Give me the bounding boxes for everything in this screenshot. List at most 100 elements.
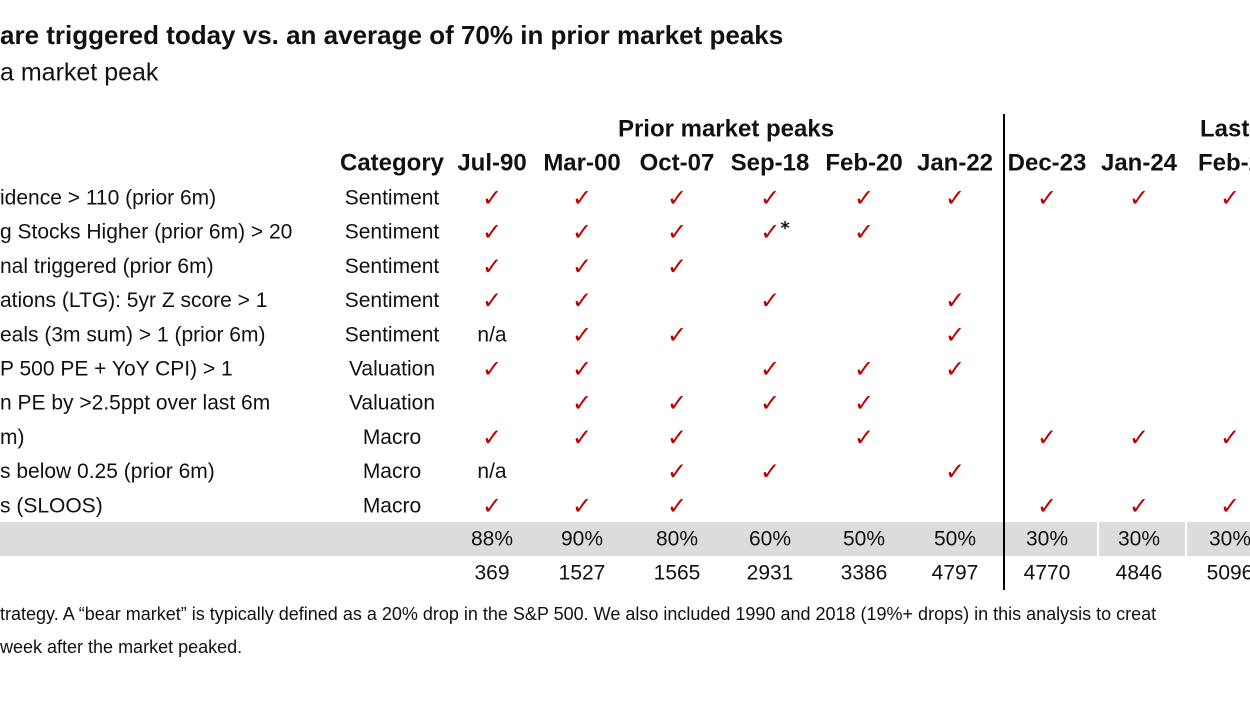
row-label: P 500 PE + YoY CPI) > 1 xyxy=(0,358,233,381)
checkmark: ✓ xyxy=(482,492,502,520)
checkmark: ✓ xyxy=(667,458,687,486)
checkmark: ✓ xyxy=(1220,184,1240,212)
checkmark: ✓ xyxy=(667,184,687,212)
checkmark: ✓ xyxy=(572,492,592,520)
checkmark: ✓ xyxy=(482,184,502,212)
row-label: nal triggered (prior 6m) xyxy=(0,255,214,278)
checkmark: ✓ xyxy=(1037,492,1057,520)
checkmark: ✓ xyxy=(572,287,592,315)
checkmark: ✓ xyxy=(667,423,687,451)
level-cell: 1565 xyxy=(654,562,701,585)
row-label: s (SLOOS) xyxy=(0,494,103,517)
checkmark: ✓ xyxy=(1129,492,1149,520)
row-category: Sentiment xyxy=(345,221,440,244)
group-label: Prior market peaks xyxy=(618,115,834,142)
checkmark: ✓ xyxy=(1220,423,1240,451)
row-category: Valuation xyxy=(349,392,435,415)
level-cell: 1527 xyxy=(559,562,606,585)
checkmark: ✓ xyxy=(760,287,780,315)
checkmark: ✓ xyxy=(572,355,592,383)
column-header: Feb-2 xyxy=(1198,149,1250,176)
checkmark: ✓ xyxy=(760,184,780,212)
summary-cell: 90% xyxy=(561,528,603,551)
row-label: idence > 110 (prior 6m) xyxy=(0,187,216,210)
footnote: trategy. A “bear market” is typically de… xyxy=(0,604,1156,624)
level-cell: 3386 xyxy=(841,562,888,585)
checkmark: ✓ xyxy=(482,252,502,280)
checkmark: ✓ xyxy=(945,321,965,349)
checkmark: ✓ xyxy=(854,184,874,212)
checkmark: ✓ xyxy=(667,492,687,520)
row-category: Sentiment xyxy=(345,323,440,346)
row-label: n PE by >2.5ppt over last 6m xyxy=(0,392,270,415)
group-label: Last xyxy=(1200,115,1249,142)
column-header: Feb-20 xyxy=(825,149,902,176)
footnote: week after the market peaked. xyxy=(0,637,242,657)
column-header: Dec-23 xyxy=(1008,149,1087,176)
level-cell: 4770 xyxy=(1024,562,1071,585)
checkmark: ✓ xyxy=(854,218,874,246)
summary-cell: 50% xyxy=(843,528,885,551)
row-label: s below 0.25 (prior 6m) xyxy=(0,460,215,483)
checkmark: ✓ xyxy=(1129,423,1149,451)
level-cell: 369 xyxy=(474,562,509,585)
checkmark: ✓ xyxy=(482,355,502,383)
checkmark: ✓ xyxy=(482,287,502,315)
summary-band xyxy=(0,522,1250,556)
checkmark: ✓ xyxy=(667,218,687,246)
checkmark: ✓ xyxy=(667,321,687,349)
checkmark: ✓ xyxy=(1220,492,1240,520)
checkmark: ✓ xyxy=(572,218,592,246)
row-label: eals (3m sum) > 1 (prior 6m) xyxy=(0,323,265,346)
row-label: ations (LTG): 5yr Z score > 1 xyxy=(0,289,267,312)
checkmark: ✓ xyxy=(572,321,592,349)
checkmark: ✓ xyxy=(760,389,780,417)
column-header: Sep-18 xyxy=(731,149,810,176)
checkmark: ✓ xyxy=(482,423,502,451)
checkmark: ✓ xyxy=(945,184,965,212)
checkmark: ✓ xyxy=(1129,184,1149,212)
checkmark: ✓* xyxy=(760,218,790,246)
level-cell: 2931 xyxy=(747,562,794,585)
checkmark: ✓ xyxy=(945,355,965,383)
row-label: g Stocks Higher (prior 6m) > 20 xyxy=(0,221,292,244)
cell-text: n/a xyxy=(477,323,507,346)
checkmark: ✓ xyxy=(945,287,965,315)
level-cell: 4797 xyxy=(932,562,979,585)
row-category: Macro xyxy=(363,460,421,483)
column-header: Oct-07 xyxy=(640,149,715,176)
checkmark: ✓ xyxy=(667,389,687,417)
summary-cell: 88% xyxy=(471,528,513,551)
summary-cell: 30% xyxy=(1026,528,1068,551)
column-header: Category xyxy=(340,149,445,176)
checkmark: ✓ xyxy=(854,423,874,451)
checkmark: ✓ xyxy=(854,355,874,383)
summary-cell: 80% xyxy=(656,528,698,551)
checkmark: ✓ xyxy=(854,389,874,417)
row-label: m) xyxy=(0,426,25,449)
summary-cell: 30% xyxy=(1209,528,1250,551)
column-header: Mar-00 xyxy=(543,149,620,176)
row-category: Sentiment xyxy=(345,255,440,278)
checkmark: ✓ xyxy=(667,252,687,280)
checkmark: ✓ xyxy=(1037,423,1057,451)
checkmark: ✓ xyxy=(945,458,965,486)
checkmark: ✓ xyxy=(572,423,592,451)
row-category: Macro xyxy=(363,426,421,449)
cell-text: n/a xyxy=(477,460,507,483)
column-header: Jul-90 xyxy=(457,149,526,176)
checkmark: ✓ xyxy=(1037,184,1057,212)
checkmark: ✓ xyxy=(482,218,502,246)
checkmark: ✓ xyxy=(572,184,592,212)
checkmark: ✓ xyxy=(760,355,780,383)
summary-cell: 50% xyxy=(934,528,976,551)
checkmark: ✓ xyxy=(572,252,592,280)
checkmark: ✓ xyxy=(760,458,780,486)
level-cell: 5096 xyxy=(1207,562,1250,585)
row-category: Macro xyxy=(363,494,421,517)
row-category: Sentiment xyxy=(345,187,440,210)
title: are triggered today vs. an average of 70… xyxy=(0,20,783,50)
checkmark: ✓ xyxy=(572,389,592,417)
subtitle: a market peak xyxy=(0,59,159,87)
